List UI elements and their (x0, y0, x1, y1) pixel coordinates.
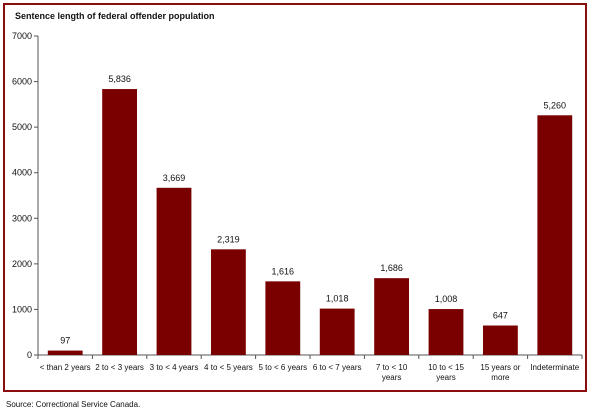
x-tick-label: 5 to < 6 years (258, 363, 307, 372)
bar (47, 350, 83, 355)
bar (319, 308, 355, 355)
x-tick-label-line: 5 to < 6 years (258, 363, 307, 372)
data-label: 5,260 (544, 100, 567, 110)
data-label: 97 (60, 336, 70, 346)
data-label: 3,669 (163, 173, 186, 183)
bar (265, 281, 301, 355)
data-label: 2,319 (217, 234, 240, 244)
x-tick-label: 3 to < 4 years (150, 363, 199, 372)
x-tick-label-line: more (491, 373, 510, 382)
x-tick-label: 15 years or more (480, 363, 520, 382)
x-tick-label: 6 to < 7 years (313, 363, 362, 372)
x-tick-label-line: 15 years or (480, 363, 520, 372)
y-tick-label: 6000 (12, 77, 32, 87)
data-label: 1,686 (380, 263, 403, 273)
y-tick-label: 5000 (12, 122, 32, 132)
data-label: 647 (493, 311, 508, 321)
y-tick-label: 3000 (12, 213, 32, 223)
x-tick-label-line: 10 to < 15 (428, 363, 464, 372)
x-tick-label-line: Indeterminate (530, 363, 579, 372)
bar (210, 249, 246, 355)
x-tick-label: 10 to < 15 years (428, 363, 464, 382)
x-tick-label-line: years (436, 373, 456, 382)
x-tick-label: 7 to < 10 years (376, 363, 408, 382)
y-tick-label: 1000 (12, 304, 32, 314)
data-label: 1,008 (435, 294, 458, 304)
data-label: 1,616 (272, 266, 295, 276)
bar (482, 325, 518, 355)
x-tick-label-line: years (382, 373, 402, 382)
data-label: 5,836 (108, 74, 131, 84)
bar (428, 309, 464, 355)
source-note: Source: Correctional Service Canada. (6, 400, 141, 409)
y-tick-label: 7000 (12, 31, 32, 41)
bar (374, 278, 410, 355)
x-tick-label-line: 7 to < 10 (376, 363, 408, 372)
chart-title: Sentence length of federal offender popu… (15, 11, 215, 21)
x-tick-label-line: 2 to < 3 years (95, 363, 144, 372)
bar (156, 187, 192, 355)
y-tick-label: 4000 (12, 168, 32, 178)
x-tick-label-line: 3 to < 4 years (150, 363, 199, 372)
y-tick-label: 0 (27, 350, 32, 360)
x-tick-label: 2 to < 3 years (95, 363, 144, 372)
x-tick-label-line: 4 to < 5 years (204, 363, 253, 372)
x-tick-label: < than 2 years (40, 363, 91, 372)
bar-chart: 0 1000 2000 3000 4000 5000 6000 7000 97 < than 2 … (12, 31, 583, 382)
x-tick-label: 4 to < 5 years (204, 363, 253, 372)
bar (537, 115, 573, 356)
data-label: 1,018 (326, 294, 349, 304)
x-tick-label-line: < than 2 years (40, 363, 91, 372)
bar (102, 89, 138, 356)
x-tick-label: Indeterminate (530, 363, 579, 372)
x-tick-label-line: 6 to < 7 years (313, 363, 362, 372)
y-tick-label: 2000 (12, 259, 32, 269)
